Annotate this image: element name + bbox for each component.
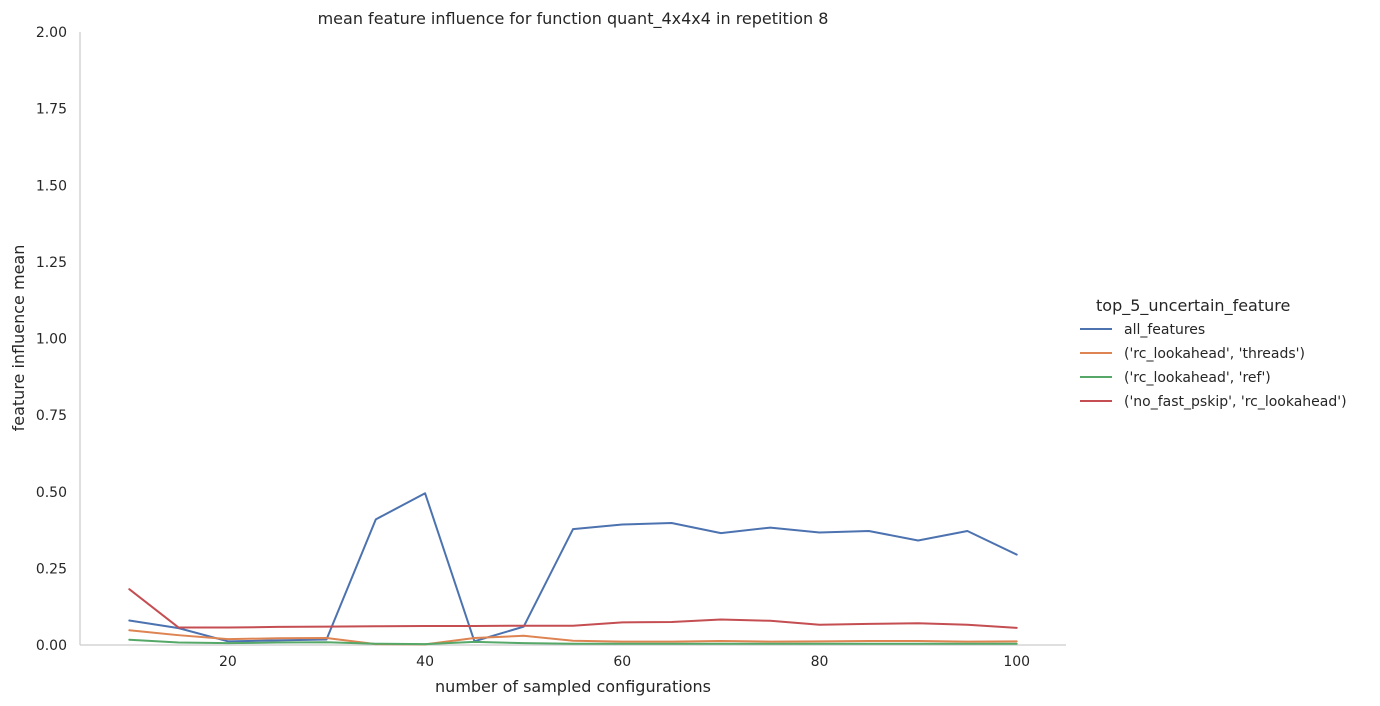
legend-title: top_5_uncertain_feature: [1096, 296, 1290, 316]
legend-label: all_features: [1124, 322, 1205, 338]
y-tick-label: 2.00: [36, 25, 67, 41]
y-tick-label: 1.25: [36, 255, 67, 271]
y-tick-label: 1.00: [36, 332, 67, 348]
y-axis-title: feature influence mean: [9, 245, 28, 432]
legend-label: ('no_fast_pskip', 'rc_lookahead'): [1124, 394, 1347, 410]
y-tick-label: 0.00: [36, 638, 67, 654]
chart-title: mean feature influence for function quan…: [318, 9, 829, 29]
x-axis-ticks: 20 40 60 80 100: [219, 654, 1030, 670]
series-line-3: [128, 588, 1018, 629]
series-lines: [128, 492, 1018, 646]
legend-label: ('rc_lookahead', 'threads'): [1124, 346, 1305, 362]
y-tick-label: 1.50: [36, 178, 67, 194]
series-line-1: [128, 629, 1018, 646]
legend: top_5_uncertain_feature all_features ('rc…: [1080, 296, 1347, 410]
x-tick-label: 80: [811, 654, 829, 670]
y-axis-ticks: 0.00 0.25 0.50 0.75 1.00 1.25 1.50 1.75 2.00: [36, 25, 67, 654]
y-tick-label: 0.50: [36, 485, 67, 501]
y-tick-label: 0.75: [36, 408, 67, 424]
legend-label: ('rc_lookahead', 'ref'): [1124, 370, 1271, 386]
x-tick-label: 20: [219, 654, 237, 670]
x-tick-label: 40: [416, 654, 434, 670]
y-tick-label: 0.25: [36, 561, 67, 577]
series-line-0: [128, 492, 1018, 643]
x-tick-label: 100: [1003, 654, 1030, 670]
x-tick-label: 60: [613, 654, 631, 670]
x-axis-title: number of sampled configurations: [435, 677, 711, 696]
y-tick-label: 1.75: [36, 102, 67, 118]
series-line-2: [128, 638, 1018, 646]
